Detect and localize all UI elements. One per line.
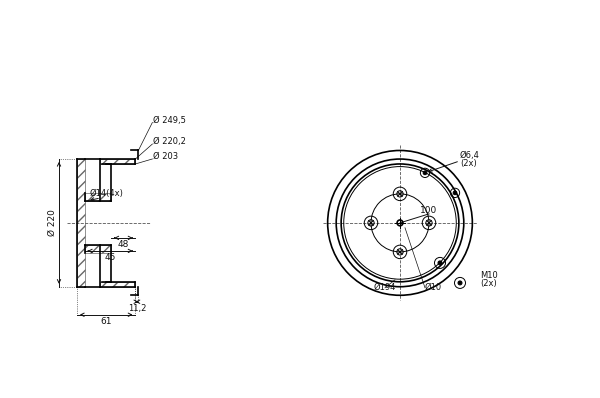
- Circle shape: [453, 191, 457, 195]
- Text: M10: M10: [480, 271, 498, 280]
- Text: 48: 48: [118, 240, 129, 249]
- Text: Ø6,4: Ø6,4: [460, 151, 480, 160]
- Text: Ø14(4x): Ø14(4x): [90, 189, 124, 198]
- Text: 480300: 480300: [368, 12, 472, 36]
- Text: Ø 220,2: Ø 220,2: [154, 137, 186, 146]
- Text: 100: 100: [419, 207, 437, 215]
- Text: Ø 249,5: Ø 249,5: [154, 116, 186, 125]
- Text: Ø 203: Ø 203: [154, 152, 179, 160]
- Circle shape: [458, 281, 462, 285]
- Bar: [85, 193, 112, 201]
- Text: (2x): (2x): [480, 279, 497, 288]
- Bar: [100, 282, 136, 287]
- Circle shape: [438, 261, 442, 265]
- Text: 24.0220-3035.1: 24.0220-3035.1: [112, 12, 332, 36]
- Text: Ø10: Ø10: [425, 283, 442, 292]
- Circle shape: [423, 171, 427, 175]
- Bar: [85, 245, 112, 253]
- Bar: [77, 159, 85, 287]
- Text: (2x): (2x): [460, 159, 477, 168]
- Text: 45: 45: [104, 253, 116, 262]
- Bar: [100, 159, 136, 164]
- Text: 61: 61: [100, 317, 112, 326]
- Text: Ø194: Ø194: [374, 283, 396, 292]
- Text: 11,2: 11,2: [128, 304, 146, 313]
- Text: Ø 220: Ø 220: [48, 209, 57, 236]
